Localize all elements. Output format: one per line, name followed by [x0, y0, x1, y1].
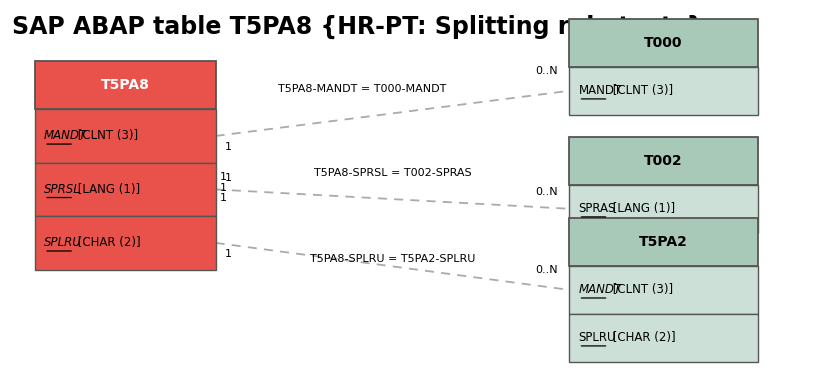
Text: [CHAR (2)]: [CHAR (2)] [608, 331, 675, 344]
Bar [35, 109, 215, 163]
Bar [569, 185, 758, 233]
Bar [569, 19, 758, 67]
Text: SPRAS: SPRAS [578, 202, 616, 215]
Bar [569, 218, 758, 266]
Text: T5PA8: T5PA8 [101, 78, 150, 92]
Text: SPLRU: SPLRU [44, 236, 82, 249]
Bar [35, 61, 215, 109]
Text: 1: 1 [225, 249, 232, 259]
Bar [569, 266, 758, 314]
Text: 1: 1 [225, 173, 232, 183]
Text: SPRSL: SPRSL [44, 183, 81, 196]
Text: T002: T002 [644, 154, 683, 168]
Text: SAP ABAP table T5PA8 {HR-PT: Splitting rule texts}: SAP ABAP table T5PA8 {HR-PT: Splitting r… [12, 15, 703, 39]
Bar [569, 67, 758, 115]
Text: T000: T000 [644, 36, 683, 50]
Text: [LANG (1)]: [LANG (1)] [608, 202, 675, 215]
Text: T5PA2: T5PA2 [639, 235, 688, 249]
Text: 0..N: 0..N [535, 66, 558, 75]
Text: MANDT: MANDT [578, 284, 622, 296]
Text: MANDT: MANDT [578, 84, 622, 97]
Text: 0..N: 0..N [535, 187, 558, 197]
Text: T5PA8-MANDT = T000-MANDT: T5PA8-MANDT = T000-MANDT [278, 84, 446, 94]
Text: [CLNT (3)]: [CLNT (3)] [608, 284, 672, 296]
Bar [569, 137, 758, 185]
Text: T5PA8-SPRSL = T002-SPRAS: T5PA8-SPRSL = T002-SPRAS [313, 168, 471, 178]
Bar [35, 216, 215, 270]
Text: T5PA8-SPLRU = T5PA2-SPLRU: T5PA8-SPLRU = T5PA2-SPLRU [310, 254, 475, 265]
Text: SPLRU: SPLRU [578, 331, 616, 344]
Text: [CLNT (3)]: [CLNT (3)] [74, 129, 138, 143]
Text: [CLNT (3)]: [CLNT (3)] [608, 84, 672, 97]
Bar [35, 163, 215, 216]
Text: [CHAR (2)]: [CHAR (2)] [74, 236, 140, 249]
Text: 1
1
1: 1 1 1 [219, 172, 227, 203]
Bar [569, 314, 758, 362]
Text: MANDT: MANDT [44, 129, 87, 143]
Text: 0..N: 0..N [535, 265, 558, 274]
Text: [LANG (1)]: [LANG (1)] [74, 183, 140, 196]
Text: 1: 1 [225, 142, 232, 152]
